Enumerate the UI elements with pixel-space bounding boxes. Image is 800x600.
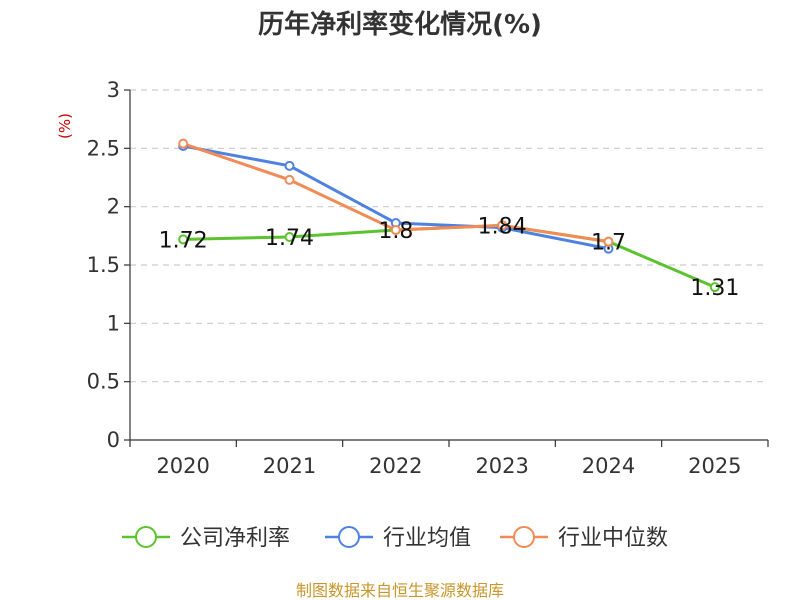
legend-marker: [338, 526, 360, 548]
x-tick-label: 2021: [263, 454, 316, 478]
axes: 0 0.5 1 1.5 2 2.5 3 2020 2021 2022 2023 2024 2025: [87, 78, 769, 478]
x-tick-label: 2024: [582, 454, 635, 478]
x-tick-label: 2025: [688, 454, 741, 478]
series-line: [183, 223, 716, 289]
data-point: [603, 236, 614, 247]
y-tick-label: 2.5: [87, 136, 120, 160]
x-tick-label: 2023: [475, 454, 528, 478]
legend-label: 行业均值: [383, 526, 471, 551]
data-point: [709, 282, 720, 293]
series-lines: [178, 138, 720, 293]
y-tick-label: 0.5: [87, 370, 120, 394]
legend-marker: [135, 526, 157, 548]
data-point: [284, 160, 295, 171]
data-point: [497, 220, 508, 231]
data-point: [284, 174, 295, 185]
y-tick-label: 1.5: [87, 253, 120, 277]
legend: 公司净利率 行业均值 行业中位数: [122, 526, 668, 551]
data-point: [178, 234, 189, 245]
y-tick-label: 3: [107, 78, 120, 102]
x-tick-label: 2020: [156, 454, 209, 478]
grid-lines: [130, 89, 768, 383]
data-label: 1.8: [378, 219, 413, 244]
y-tick-label: 2: [107, 195, 120, 219]
data-label: 1.31: [690, 276, 739, 301]
data-label: 1.7: [591, 231, 626, 256]
data-point: [390, 225, 401, 235]
data-labels: 1.72 1.74 1.8 1.84 1.7 1.31: [159, 214, 740, 301]
data-label: 1.72: [159, 228, 208, 253]
y-tick-label: 0: [107, 428, 120, 452]
legend-marker: [513, 526, 535, 548]
data-point: [178, 138, 189, 149]
data-label: 1.74: [265, 226, 314, 251]
legend-label: 行业中位数: [558, 526, 668, 551]
y-axis-unit-label: (%): [56, 113, 74, 139]
chart-title: 历年净利率变化情况(%): [258, 9, 542, 40]
legend-label: 公司净利率: [180, 526, 290, 551]
x-tick-label: 2022: [369, 454, 422, 478]
data-point: [284, 232, 295, 242]
y-tick-label: 1: [107, 311, 120, 335]
source-note: 制图数据来自恒生聚源数据库: [296, 581, 504, 600]
data-label: 1.84: [478, 214, 527, 239]
